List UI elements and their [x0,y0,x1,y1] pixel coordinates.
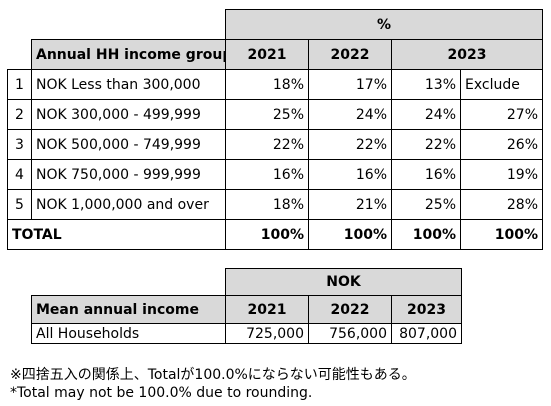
year-header-2022: 2022 [308,295,392,324]
row-label: NOK 300,000 - 499,999 [31,99,226,130]
row-number: 5 [7,189,32,220]
mean-income-2021: 725,000 [225,323,309,344]
year-header-2022: 2022 [308,39,392,70]
value-2022: 21% [308,189,392,220]
value-2021: 25% [225,99,309,130]
value-2022: 24% [308,99,392,130]
value-2023-b: 27% [460,99,543,130]
mean-income-header: Mean annual income [31,295,226,324]
value-2021: 18% [225,189,309,220]
year-header-2021: 2021 [225,295,309,324]
value-2023-b: Exclude [460,69,543,100]
value-2023-a: 16% [391,159,461,190]
note-english: *Total may not be 100.0% due to rounding… [10,385,313,401]
year-header-2023: 2023 [391,295,462,324]
row-label: NOK 750,000 - 999,999 [31,159,226,190]
row-number: 2 [7,99,32,130]
total-2022: 100% [308,219,392,250]
value-2023-b: 19% [460,159,543,190]
value-2023-a: 22% [391,129,461,160]
income-group-header: Annual HH income group [31,39,226,70]
value-2022: 22% [308,129,392,160]
row-label: NOK 1,000,000 and over [31,189,226,220]
year-header-2023: 2023 [391,39,543,70]
row-label: NOK Less than 300,000 [31,69,226,100]
value-2023-b: 28% [460,189,543,220]
total-2021: 100% [225,219,309,250]
total-2023-a: 100% [391,219,461,250]
value-2021: 18% [225,69,309,100]
total-label: TOTAL [7,219,226,250]
value-2023-a: 25% [391,189,461,220]
value-2021: 16% [225,159,309,190]
total-2023-b: 100% [460,219,543,250]
row-number: 4 [7,159,32,190]
note-japanese: ※四捨五入の関係上、Totalが100.0%にならない可能性もある。 [10,367,416,383]
mean-income-2023: 807,000 [391,323,462,344]
value-2021: 22% [225,129,309,160]
row-number: 1 [7,69,32,100]
value-2023-a: 13% [391,69,461,100]
unit-header-percent: % [225,9,543,40]
unit-header-nok: NOK [225,268,462,296]
value-2023-a: 24% [391,99,461,130]
year-header-2021: 2021 [225,39,309,70]
row-number: 3 [7,129,32,160]
value-2022: 16% [308,159,392,190]
all-households-label: All Households [31,323,226,344]
mean-income-2022: 756,000 [308,323,392,344]
value-2022: 17% [308,69,392,100]
row-label: NOK 500,000 - 749,999 [31,129,226,160]
value-2023-b: 26% [460,129,543,160]
